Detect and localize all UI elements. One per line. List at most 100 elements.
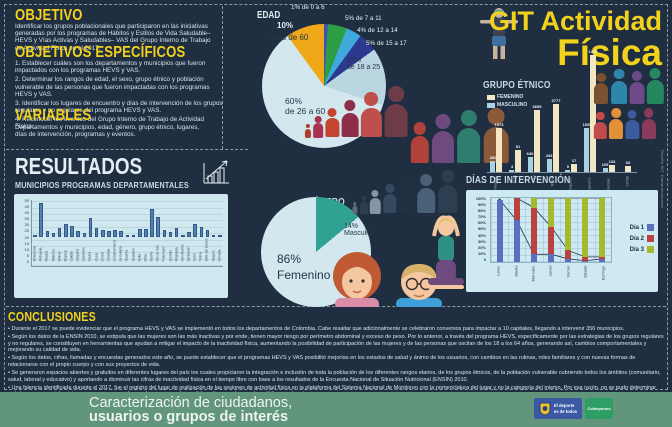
- municipio-bar: [101, 230, 105, 237]
- municipio-bar-slot: Quindío: [167, 200, 173, 266]
- municipio-bar: [45, 231, 50, 237]
- municipio-bar-slot: Nariño: [149, 200, 155, 266]
- y-tick: 50: [24, 198, 29, 203]
- municipio-bar-slot: San Andrés: [180, 200, 186, 266]
- objetivo-body: Identificar los grupos poblacionales que…: [15, 23, 211, 52]
- municipio-bar: [150, 208, 154, 237]
- municipio-bar-slot: Meta: [143, 200, 149, 266]
- variables-separator: [6, 149, 248, 150]
- growth-chart-icon: [203, 160, 229, 184]
- bar-value: 1920: [582, 122, 592, 127]
- municipio-bar: [162, 229, 167, 237]
- femenino-swatch: [487, 94, 495, 100]
- masculino-bar: 4: [509, 164, 515, 172]
- y-tick: 0: [26, 258, 29, 264]
- municipio-bar: [131, 235, 136, 237]
- dias-bar: [530, 207, 537, 262]
- dia3-label: Día 3: [629, 246, 644, 253]
- y-tick: 35: [24, 216, 29, 222]
- footer-line2: usuarios o grupos de interés: [89, 409, 289, 425]
- y-tick: 25: [24, 228, 29, 234]
- municipio-bar-slot: Cauca: [87, 200, 93, 266]
- municipio-bar: [137, 228, 142, 237]
- municipio-bar-slot: Bolívar: [57, 200, 63, 266]
- coldeportes-logo: Coldeportes: [585, 398, 613, 419]
- municipio-bar-slot: Guainía: [124, 200, 130, 266]
- dias-bar: [582, 198, 589, 262]
- objetivo-especifico-item: 2. Determinar los rangos de edad, el sex…: [15, 76, 210, 98]
- municipio-bar: [76, 231, 80, 237]
- dias-yaxis: 100% 90% 80% 70% 60% 50% 40% 30% 20% 10% 0: [468, 196, 486, 262]
- left-column-divider: [222, 6, 223, 149]
- conclusion-bullet: Según los datos, cifras, llamadas y encu…: [8, 355, 666, 368]
- municipios-subtitle: MUNICIPIOS PROGRAMAS DEPARTAMENTALES: [15, 180, 189, 190]
- municipio-bar-slot: Tolima: [198, 200, 204, 266]
- edad-title: EDAD: [257, 10, 281, 21]
- dias-bar: [548, 226, 554, 262]
- bar-value: 133: [608, 159, 616, 164]
- municipio-bar: [70, 225, 74, 237]
- objetivos-especificos-title: OBJETIVOS ESPECÍFICOS: [15, 44, 186, 61]
- municipio-bar-slot: Valle del Cauca: [204, 200, 210, 266]
- logo1-line1: El deporte: [553, 403, 575, 409]
- edad-60pct-value: 60%: [285, 96, 303, 106]
- coldeportes-logo-text: Coldeportes: [587, 406, 611, 411]
- dia1-swatch: [647, 224, 654, 231]
- dias-bar: [565, 258, 572, 262]
- municipio-bar-slot: La Guajira: [118, 200, 124, 266]
- femenino-bar: 62: [624, 160, 631, 172]
- conclusiones-title: CONCLUSIONES: [8, 309, 96, 324]
- femenino-word: Femenino: [277, 267, 331, 282]
- edad-label-10pct: 10%: [277, 21, 294, 30]
- yoga-person-illustration: [428, 215, 464, 289]
- municipio-bar-slot: Antioquia: [38, 200, 44, 266]
- footer-line1: Caracterización de ciudadanos,: [89, 395, 293, 411]
- municipio-bar: [64, 224, 68, 237]
- municipio-bar: [51, 233, 56, 237]
- femenino-bar: 17: [571, 158, 578, 172]
- y-tick: 90%: [477, 202, 486, 208]
- municipio-bar-slot: Caldas: [69, 200, 75, 266]
- dias-bar: [582, 260, 589, 262]
- femenino-pct: 86%: [277, 252, 302, 266]
- edad-label-mas60: Más de 60: [271, 33, 309, 42]
- objetivo-especifico-item: 3. Identificar los lugares de encuentro …: [15, 99, 223, 115]
- municipio-bar-slot: Santander: [186, 200, 192, 266]
- municipio-bar-slot: Sucre: [192, 200, 198, 266]
- municipios-plot: Amazonas Antioquia Arauca Atlántico Bolívar B…: [31, 200, 223, 267]
- y-tick: 15: [24, 240, 29, 246]
- municipio-bar: [168, 231, 173, 237]
- municipio-bar: [181, 235, 185, 237]
- dias-bar: [496, 199, 503, 262]
- dias-bar: [582, 256, 589, 262]
- man-face-illustration: [396, 264, 442, 307]
- resultados-title: RESULTADOS: [15, 153, 143, 179]
- bar-value: 0: [566, 164, 570, 169]
- dia1-label: Día 1: [629, 224, 644, 231]
- municipio-bar: [57, 228, 62, 237]
- municipio-bar-slot: Cundinamarca: [112, 200, 118, 266]
- municipio-bar: [39, 202, 44, 237]
- masculino-pct: 14%: [344, 223, 359, 230]
- municipio-bar: [94, 228, 99, 237]
- logo1-line2: es de todos: [553, 408, 578, 414]
- etnia-group: 433 3777 Raizal: [543, 98, 562, 186]
- edad-15pct-value: 15%: [347, 57, 362, 64]
- bar-value: 640: [526, 151, 534, 156]
- dias-legend: Día 1 Día 2 Día 3: [614, 224, 654, 257]
- grupo-etnico-title: GRUPO ÉTNICO: [483, 80, 551, 91]
- y-tick: 30%: [477, 238, 486, 244]
- municipio-bar-slot: Vaupés: [211, 200, 217, 266]
- municipio-bar: [156, 217, 160, 237]
- dias-bar: [530, 254, 537, 262]
- y-tick: 70%: [477, 214, 486, 220]
- femenino-bar: 133: [608, 159, 615, 172]
- municipio-bar-slot: Chocó: [100, 200, 106, 266]
- femenino-bar: 3777: [551, 98, 560, 172]
- variables-title: VARIABLES: [15, 107, 92, 124]
- dias-plot: [490, 197, 612, 263]
- etnia-group: 105133Dis. Intelectual: [600, 108, 619, 202]
- objetivo-especifico-item: 4. Reconocer los eventos del Grupo Inter…: [15, 116, 205, 131]
- dias-bar: [565, 250, 572, 262]
- bar-value: 105: [601, 162, 609, 167]
